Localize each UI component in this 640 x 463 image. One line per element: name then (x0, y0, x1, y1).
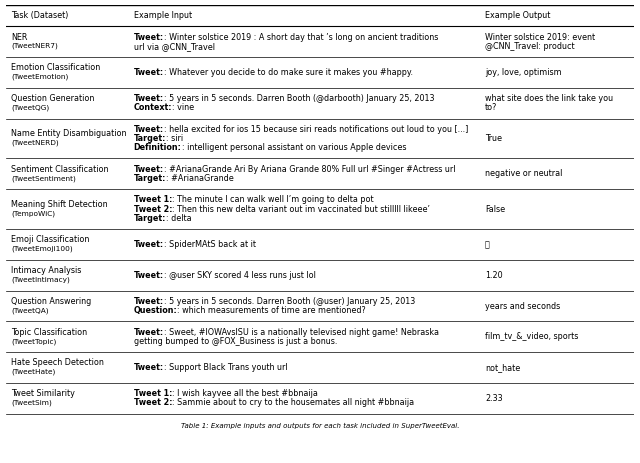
Text: Question:: Question: (134, 306, 177, 315)
Text: : @user SKY scored 4 less runs just lol: : @user SKY scored 4 less runs just lol (164, 271, 316, 280)
Text: Context:: Context: (134, 103, 172, 112)
Text: : #ArianaGrande Ari By Ariana Grande 80% Full url #Singer #Actress url: : #ArianaGrande Ari By Ariana Grande 80%… (164, 165, 455, 174)
Text: Task (Dataset): Task (Dataset) (12, 11, 68, 20)
Text: : hella excited for ios 15 because siri reads notifications out loud to you [...: : hella excited for ios 15 because siri … (164, 125, 468, 134)
Text: Tweet:: Tweet: (134, 165, 164, 174)
Text: (TempoWiC): (TempoWiC) (12, 211, 56, 217)
Text: Tweet:: Tweet: (134, 240, 164, 249)
Text: (TweetIntimacy): (TweetIntimacy) (12, 276, 70, 283)
Text: Tweet 1:: Tweet 1: (134, 389, 172, 398)
Text: Tweet:: Tweet: (134, 32, 164, 42)
Text: : delta: : delta (166, 214, 192, 223)
Text: : I wish kayvee all the best #bbnaija: : I wish kayvee all the best #bbnaija (172, 389, 318, 398)
Text: 1.20: 1.20 (485, 271, 502, 280)
Text: (TweetEmotion): (TweetEmotion) (12, 74, 68, 80)
Text: : Sweet, #IOWAvsISU is a nationally televised night game! Nebraska: : Sweet, #IOWAvsISU is a nationally tele… (164, 328, 439, 337)
Text: : Winter solstice 2019 : A short day that ’s long on ancient traditions: : Winter solstice 2019 : A short day tha… (164, 32, 438, 42)
Text: : 5 years in 5 seconds. Darren Booth (@user) January 25, 2013: : 5 years in 5 seconds. Darren Booth (@u… (164, 297, 415, 306)
Text: getting bumped to @FOX_Business is just a bonus.: getting bumped to @FOX_Business is just … (134, 337, 337, 346)
Text: not_hate: not_hate (485, 363, 520, 372)
Text: url via @CNN_Travel: url via @CNN_Travel (134, 42, 215, 50)
Text: : siri: : siri (166, 134, 183, 143)
Text: (TweetSim): (TweetSim) (12, 400, 52, 406)
Text: Tweet:: Tweet: (134, 363, 164, 372)
Text: (TweetSentiment): (TweetSentiment) (12, 175, 76, 181)
Text: NER: NER (12, 32, 28, 42)
Text: 2.33: 2.33 (485, 394, 502, 403)
Text: Emotion Classification: Emotion Classification (12, 63, 100, 72)
Text: what site does the link take you: what site does the link take you (485, 94, 613, 103)
Text: Tweet:: Tweet: (134, 271, 164, 280)
Text: (TweetNER7): (TweetNER7) (12, 43, 58, 50)
Text: : which measurements of time are mentioned?: : which measurements of time are mention… (177, 306, 366, 315)
Text: : Support Black Trans youth url: : Support Black Trans youth url (164, 363, 287, 372)
Text: (TweetTopic): (TweetTopic) (12, 338, 57, 344)
Text: False: False (485, 205, 505, 213)
Text: Tweet:: Tweet: (134, 125, 164, 134)
Text: Tweet 2:: Tweet 2: (134, 205, 172, 213)
Text: negative or neutral: negative or neutral (485, 169, 563, 178)
Text: Name Entity Disambiguation: Name Entity Disambiguation (12, 129, 127, 138)
Text: Sentiment Classification: Sentiment Classification (12, 165, 109, 174)
Text: joy, love, optimism: joy, love, optimism (485, 68, 561, 77)
Text: Tweet Similarity: Tweet Similarity (12, 389, 76, 398)
Text: : Whatever you decide to do make sure it makes you #happy.: : Whatever you decide to do make sure it… (164, 68, 413, 77)
Text: : Then this new delta variant out im vaccinated but stilllll likeee’: : Then this new delta variant out im vac… (172, 205, 430, 213)
Text: film_tv_&_video, sports: film_tv_&_video, sports (485, 332, 579, 341)
Text: Hate Speech Detection: Hate Speech Detection (12, 358, 104, 368)
Text: (TweetQA): (TweetQA) (12, 307, 49, 314)
Text: 🔥: 🔥 (485, 240, 490, 249)
Text: : vine: : vine (172, 103, 195, 112)
Text: Topic Classification: Topic Classification (12, 328, 88, 337)
Text: Tweet:: Tweet: (134, 328, 164, 337)
Text: Meaning Shift Detection: Meaning Shift Detection (12, 200, 108, 209)
Text: Target:: Target: (134, 174, 166, 183)
Text: Question Generation: Question Generation (12, 94, 95, 103)
Text: (TweetNERD): (TweetNERD) (12, 140, 59, 146)
Text: Winter solstice 2019: event: Winter solstice 2019: event (485, 32, 595, 42)
Text: Tweet:: Tweet: (134, 68, 164, 77)
Text: Tweet 2:: Tweet 2: (134, 398, 172, 407)
Text: (TweetHate): (TweetHate) (12, 369, 56, 375)
Text: : Sammie about to cry to the housemates all night #bbnaija: : Sammie about to cry to the housemates … (172, 398, 414, 407)
Text: @CNN_Travel: product: @CNN_Travel: product (485, 42, 575, 50)
Text: (TweetEmoji100): (TweetEmoji100) (12, 246, 73, 252)
Text: : SpiderMAtS back at it: : SpiderMAtS back at it (164, 240, 256, 249)
Text: (TweetQG): (TweetQG) (12, 105, 50, 111)
Text: True: True (485, 134, 502, 143)
Text: Definition:: Definition: (134, 143, 182, 152)
Text: years and seconds: years and seconds (485, 301, 560, 311)
Text: Target:: Target: (134, 214, 166, 223)
Text: to?: to? (485, 103, 497, 112)
Text: Tweet:: Tweet: (134, 297, 164, 306)
Text: Example Output: Example Output (485, 11, 550, 20)
Text: Tweet 1:: Tweet 1: (134, 195, 172, 205)
Text: : #ArianaGrande: : #ArianaGrande (166, 174, 234, 183)
Text: Intimacy Analysis: Intimacy Analysis (12, 266, 82, 275)
Text: Emoji Classification: Emoji Classification (12, 235, 90, 244)
Text: Target:: Target: (134, 134, 166, 143)
Text: Question Answering: Question Answering (12, 297, 92, 306)
Text: : 5 years in 5 seconds. Darren Booth (@darbooth) January 25, 2013: : 5 years in 5 seconds. Darren Booth (@d… (164, 94, 435, 103)
Text: Example Input: Example Input (134, 11, 192, 20)
Text: Tweet:: Tweet: (134, 94, 164, 103)
Text: : intelligent personal assistant on various Apple devices: : intelligent personal assistant on vari… (182, 143, 406, 152)
Text: Table 1: Example inputs and outputs for each task included in SuperTweetEval.: Table 1: Example inputs and outputs for … (180, 423, 460, 429)
Text: : The minute I can walk well I’m going to delta pot: : The minute I can walk well I’m going t… (172, 195, 374, 205)
